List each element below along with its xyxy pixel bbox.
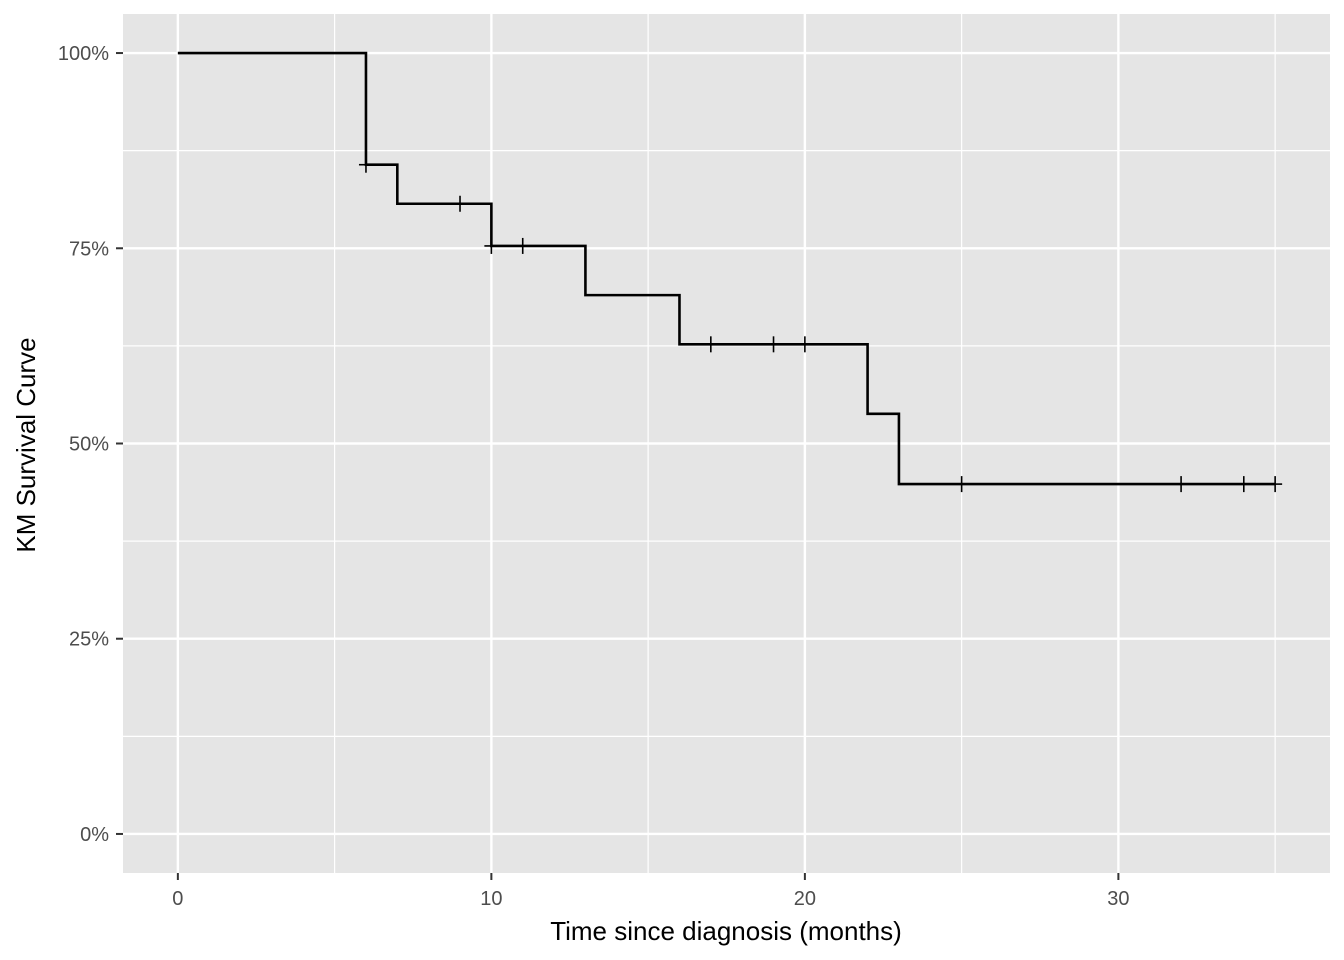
censor-mark <box>1268 476 1283 493</box>
censor-mark <box>797 336 812 353</box>
y-tick-label: 50% <box>69 434 109 456</box>
censor-mark <box>453 195 468 212</box>
x-tick-label: 10 <box>480 888 502 910</box>
x-axis: 0 10 20 30 <box>172 873 1130 910</box>
y-tick-label: 0% <box>80 824 109 846</box>
x-axis-title: Time since diagnosis (months) <box>550 916 902 946</box>
y-tick-label: 25% <box>69 629 109 651</box>
censor-mark <box>703 336 718 353</box>
censor-mark <box>515 237 530 254</box>
major-gridlines <box>123 14 1330 873</box>
x-tick-label: 0 <box>172 888 183 910</box>
x-tick-label: 30 <box>1107 888 1129 910</box>
y-tick-label: 100% <box>58 43 109 65</box>
censor-marks <box>358 156 1283 493</box>
censor-mark <box>766 336 781 353</box>
survival-curve <box>177 51 1276 486</box>
censor-mark <box>954 476 969 493</box>
censor-mark <box>484 237 499 254</box>
censor-mark <box>1236 476 1251 493</box>
y-axis: 0% 25% 50% 75% 100% <box>58 43 123 846</box>
y-axis-title: KM Survival Curve <box>11 337 41 552</box>
x-tick-label: 20 <box>794 888 816 910</box>
censor-mark <box>1174 476 1189 493</box>
y-tick-label: 75% <box>69 238 109 260</box>
censor-mark <box>358 156 373 173</box>
